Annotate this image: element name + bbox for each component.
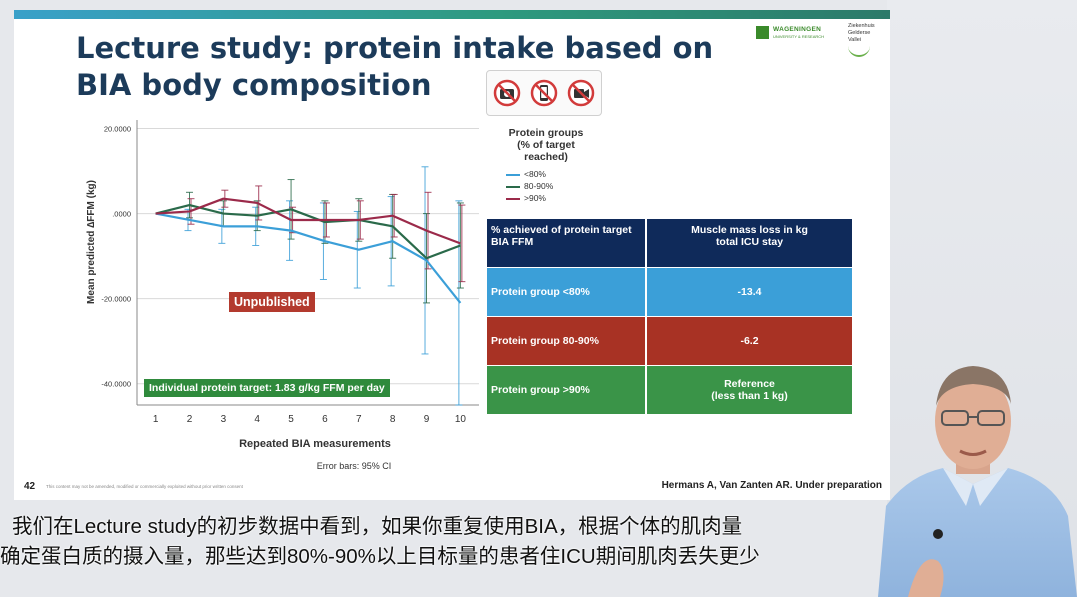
presentation-slide: Lecture study: protein intake based on B… — [14, 10, 890, 500]
y-tick-label: -20.0000 — [101, 295, 131, 304]
x-tick-label: 3 — [221, 414, 227, 425]
slide-top-bar — [14, 10, 890, 19]
unpublished-badge: Unpublished — [229, 292, 315, 312]
y-tick-label: -40.0000 — [101, 380, 131, 389]
x-tick-label: 8 — [390, 414, 396, 425]
loss-line: (less than 1 kg) — [711, 390, 788, 402]
no-recording-icons — [486, 70, 602, 116]
x-tick-label: 10 — [455, 414, 467, 425]
table-header-row: % achieved of protein target BIA FFM Mus… — [487, 219, 852, 267]
legend-title: Protein groups (% of target reached) — [496, 127, 596, 163]
slide-number: 42 — [24, 481, 36, 492]
y-axis-label: Mean predicted ∆FFM (kg) — [86, 180, 97, 304]
table-row: Protein group <80% -13.4 — [487, 268, 852, 316]
error-bars-note: Error bars: 95% CI — [317, 461, 392, 471]
series-line — [155, 197, 461, 245]
legend-title-line: reached) — [524, 151, 568, 163]
x-tick-label: 9 — [424, 414, 430, 425]
x-axis-label: Repeated BIA measurements — [239, 438, 391, 450]
slide-title-line-2: BIA body composition — [76, 68, 432, 102]
no-camera-icon — [493, 79, 521, 107]
no-video-icon — [567, 79, 595, 107]
subtitles: 我们在Lecture study的初步数据中看到，如果你重复使用BIA，根据个体… — [0, 512, 900, 572]
legend-swatch — [506, 185, 520, 188]
table-cell-loss: -6.2 — [647, 317, 852, 365]
disclaimer-text: This content may not be amended, modifie… — [46, 484, 243, 489]
wageningen-name: WAGENINGEN — [773, 26, 822, 33]
table-cell-group: Protein group 80-90% — [487, 317, 645, 365]
table-row: Protein group >90% Reference (less than … — [487, 366, 852, 414]
table-header-cell: Muscle mass loss in kg total ICU stay — [647, 219, 852, 267]
hospital-name-2: Gelderse — [848, 30, 871, 36]
legend-item-under-80: <80% — [506, 169, 546, 181]
legend-swatch — [506, 197, 520, 200]
table-cell-group: Protein group <80% — [487, 268, 645, 316]
subtitle-line-2: 确定蛋白质的摄入量，那些达到80%-90%以上目标量的患者住ICU期间肌肉丢失更… — [0, 545, 760, 568]
no-phone-icon — [530, 79, 558, 107]
x-tick-label: 5 — [288, 414, 294, 425]
table-cell-loss: Reference (less than 1 kg) — [647, 366, 852, 414]
header-line: % achieved of protein target — [491, 224, 632, 236]
legend-label: >90% — [524, 193, 546, 203]
presenter-video — [878, 366, 1077, 597]
table-cell-loss: -13.4 — [647, 268, 852, 316]
series-line — [155, 203, 461, 260]
legend-item-over-90: >90% — [506, 193, 546, 205]
series-line — [155, 212, 462, 304]
legend-label: <80% — [524, 169, 546, 179]
wageningen-subtitle: UNIVERSITY & RESEARCH — [773, 34, 825, 39]
hospital-name-1: Ziekenhuis — [848, 23, 875, 29]
legend-title-line: Protein groups — [508, 127, 584, 139]
x-tick-label: 1 — [153, 414, 159, 425]
wageningen-mark-icon — [756, 26, 769, 39]
legend-item-80-90: 80-90% — [506, 181, 553, 193]
loss-line: Reference — [724, 378, 775, 390]
x-tick-label: 6 — [322, 414, 328, 425]
table-header-cell: % achieved of protein target BIA FFM — [487, 219, 645, 267]
x-tick-label: 2 — [187, 414, 193, 425]
y-tick-label: .0000 — [112, 210, 131, 219]
x-tick-label: 7 — [356, 414, 362, 425]
citation-text: Hermans A, Van Zanten AR. Under preparat… — [661, 480, 882, 491]
wageningen-logo: WAGENINGEN UNIVERSITY & RESEARCH — [756, 24, 848, 44]
slide-title: Lecture study: protein intake based on B… — [76, 30, 716, 104]
hospital-name-3: Vallei — [848, 37, 862, 43]
header-line: Muscle mass loss in kg — [691, 224, 808, 236]
table-row: Protein group 80-90% -6.2 — [487, 317, 852, 365]
results-table: % achieved of protein target BIA FFM Mus… — [487, 219, 852, 414]
header-line: total ICU stay — [715, 236, 784, 248]
hospital-logo: Ziekenhuis Gelderse Vallei — [848, 23, 888, 57]
table-cell-group: Protein group >90% — [487, 366, 645, 414]
header-line: BIA FFM — [491, 236, 534, 248]
protein-target-badge: Individual protein target: 1.83 g/kg FFM… — [144, 379, 390, 397]
legend-title-line: (% of target — [517, 139, 575, 151]
legend-label: 80-90% — [524, 181, 554, 191]
hospital-swoosh-icon — [848, 45, 870, 57]
y-tick-label: 20.0000 — [104, 125, 131, 134]
slide-title-line-1: Lecture study: protein intake based on — [76, 31, 714, 65]
legend-swatch — [506, 173, 520, 176]
subtitle-line-1: 我们在Lecture study的初步数据中看到，如果你重复使用BIA，根据个体… — [12, 515, 743, 538]
x-tick-label: 4 — [254, 414, 260, 425]
